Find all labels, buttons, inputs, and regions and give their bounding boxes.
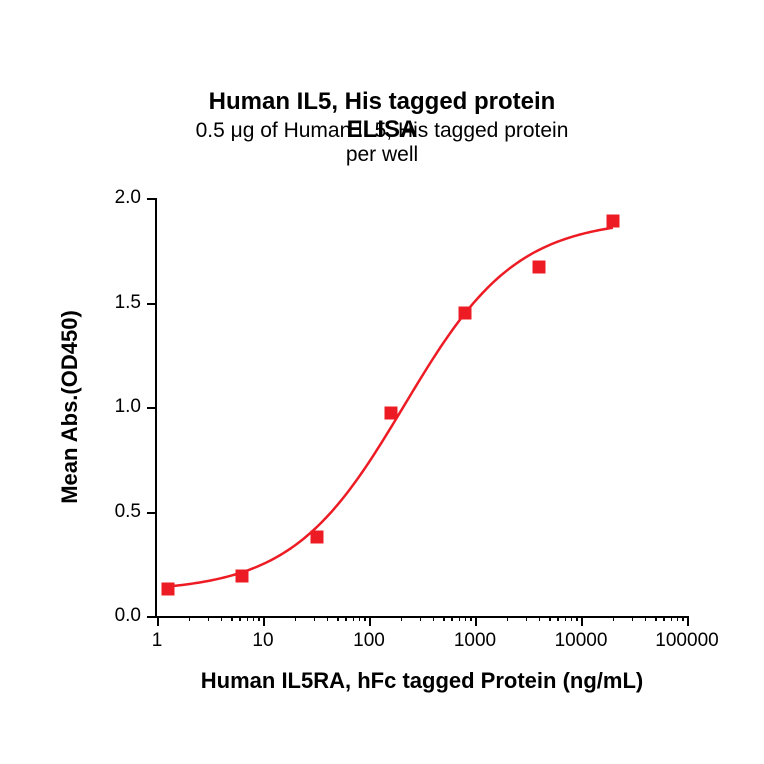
y-tick — [147, 303, 157, 305]
data-point — [384, 407, 397, 420]
x-tick — [475, 616, 477, 626]
x-minor-tick — [258, 616, 260, 621]
x-tick — [263, 616, 265, 626]
x-minor-tick — [253, 616, 255, 621]
y-tick-label: 0.5 — [115, 501, 141, 523]
x-minor-tick — [247, 616, 249, 621]
x-minor-tick — [420, 616, 422, 621]
y-tick — [147, 407, 157, 409]
x-minor-tick — [645, 616, 647, 621]
x-tick-label: 1000 — [454, 630, 496, 652]
x-minor-tick — [655, 616, 657, 621]
x-tick — [581, 616, 583, 626]
x-tick-label: 1 — [152, 630, 163, 652]
y-tick-label: 1.5 — [115, 292, 141, 314]
x-minor-tick — [443, 616, 445, 621]
x-tick — [687, 616, 689, 626]
x-minor-tick — [677, 616, 679, 621]
x-minor-tick — [401, 616, 403, 621]
data-point — [162, 582, 175, 595]
x-minor-tick — [433, 616, 435, 621]
x-minor-tick — [364, 616, 366, 621]
data-point — [236, 570, 249, 583]
x-minor-tick — [295, 616, 297, 621]
data-point — [458, 306, 471, 319]
x-minor-tick — [189, 616, 191, 621]
x-minor-tick — [239, 616, 241, 621]
y-tick-label: 1.0 — [115, 396, 141, 418]
y-tick-label: 2.0 — [115, 187, 141, 209]
y-tick — [147, 616, 157, 618]
x-axis-line — [157, 616, 687, 618]
x-minor-tick — [539, 616, 541, 621]
x-minor-tick — [345, 616, 347, 621]
x-minor-tick — [327, 616, 329, 621]
x-minor-tick — [682, 616, 684, 621]
x-tick-label: 100000 — [655, 630, 718, 652]
data-point — [310, 530, 323, 543]
x-minor-tick — [576, 616, 578, 621]
x-tick-label: 100 — [353, 630, 385, 652]
x-minor-tick — [549, 616, 551, 621]
x-minor-tick — [353, 616, 355, 621]
plot-area — [157, 198, 687, 616]
x-minor-tick — [526, 616, 528, 621]
x-minor-tick — [314, 616, 316, 621]
fit-curve — [157, 198, 687, 616]
x-tick — [369, 616, 371, 626]
x-minor-tick — [337, 616, 339, 621]
x-tick-label: 10 — [252, 630, 273, 652]
x-minor-tick — [613, 616, 615, 621]
x-minor-tick — [565, 616, 567, 621]
x-minor-tick — [221, 616, 223, 621]
x-minor-tick — [632, 616, 634, 621]
x-minor-tick — [231, 616, 233, 621]
x-minor-tick — [359, 616, 361, 621]
x-minor-tick — [671, 616, 673, 621]
x-minor-tick — [663, 616, 665, 621]
x-minor-tick — [470, 616, 472, 621]
data-point — [532, 260, 545, 273]
chart-subtitle: 0.5 μg of Human IL5, His tagged protein … — [191, 119, 573, 167]
x-tick — [157, 616, 159, 626]
chart-canvas: Human IL5, His tagged protein ELISA 0.5 … — [0, 0, 764, 764]
x-minor-tick — [465, 616, 467, 621]
x-minor-tick — [557, 616, 559, 621]
y-axis-label: Mean Abs.(OD450) — [57, 310, 83, 504]
y-tick — [147, 198, 157, 200]
x-minor-tick — [459, 616, 461, 621]
x-minor-tick — [507, 616, 509, 621]
y-tick-label: 0.0 — [115, 605, 141, 627]
x-minor-tick — [208, 616, 210, 621]
x-minor-tick — [451, 616, 453, 621]
data-point — [606, 214, 619, 227]
x-minor-tick — [571, 616, 573, 621]
x-axis-label: Human IL5RA, hFc tagged Protein (ng/mL) — [157, 668, 687, 694]
x-tick-label: 10000 — [555, 630, 608, 652]
y-tick — [147, 512, 157, 514]
